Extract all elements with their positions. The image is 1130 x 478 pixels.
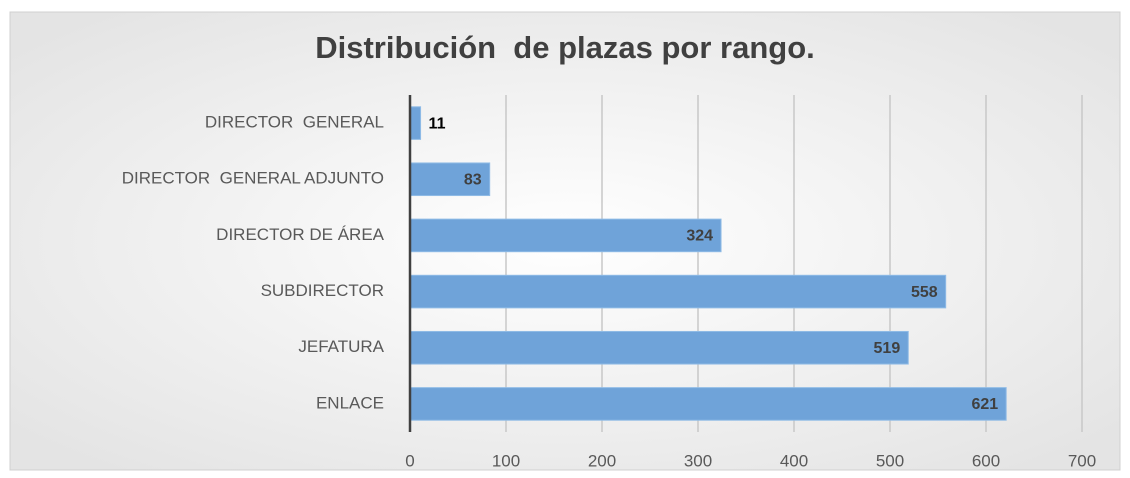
bar xyxy=(409,387,1007,421)
y-tick-label: SUBDIRECTOR xyxy=(261,281,384,300)
x-tick-label: 500 xyxy=(876,451,904,470)
bar xyxy=(409,274,947,309)
data-label: 621 xyxy=(971,396,998,413)
bar xyxy=(409,218,722,253)
x-tick-label: 0 xyxy=(405,451,414,470)
x-tick-label: 600 xyxy=(972,451,1000,470)
y-tick-label: DIRECTOR GENERAL ADJUNTO xyxy=(122,169,384,188)
y-tick-label: JEFATURA xyxy=(298,337,384,356)
x-tick-label: 700 xyxy=(1068,451,1096,470)
x-tick-label: 200 xyxy=(588,451,616,470)
data-label: 558 xyxy=(911,284,938,301)
y-tick-label: DIRECTOR GENERAL xyxy=(205,113,384,132)
bar xyxy=(409,330,909,365)
chart-title: Distribución de plazas por rango. xyxy=(315,30,815,65)
bar xyxy=(409,106,422,140)
x-tick-label: 400 xyxy=(780,451,808,470)
data-label: 11 xyxy=(429,115,446,132)
x-tick-label: 300 xyxy=(684,451,712,470)
data-label: 83 xyxy=(464,171,482,188)
y-tick-label: ENLACE xyxy=(316,393,384,412)
bar xyxy=(409,162,491,197)
data-label: 519 xyxy=(874,340,901,357)
data-label: 324 xyxy=(686,228,713,245)
y-tick-label: DIRECTOR DE ÁREA xyxy=(216,225,384,244)
x-tick-label: 100 xyxy=(492,451,520,470)
